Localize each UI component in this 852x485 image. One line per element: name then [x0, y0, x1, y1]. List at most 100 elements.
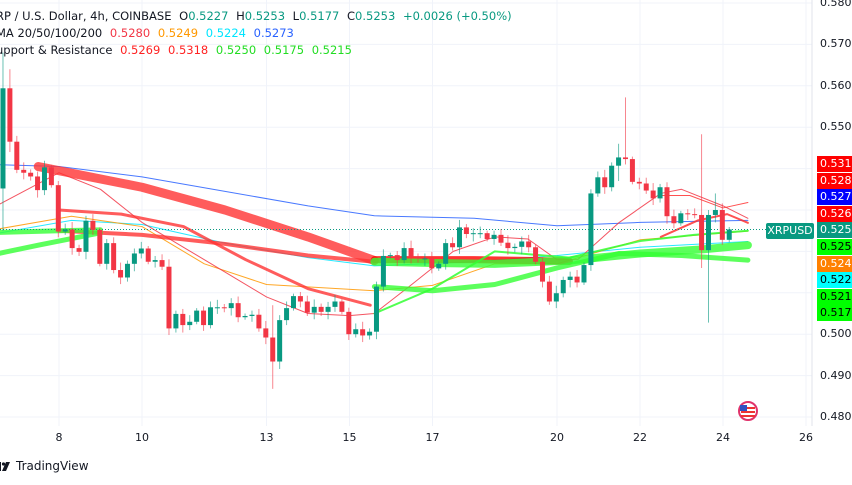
candle [588, 189, 594, 271]
candle [394, 250, 400, 266]
candle-body [643, 183, 649, 191]
candle [422, 253, 428, 266]
price-axis-tick: 0.500 [820, 327, 852, 341]
candle-body [228, 303, 234, 309]
ohlc-open: O0.5227 [179, 9, 228, 23]
candle-body [463, 227, 469, 235]
candle-body [166, 266, 172, 329]
support-1-value: 0.5250 [215, 43, 257, 57]
indicator-line [0, 230, 103, 256]
candle [443, 238, 449, 270]
indicator-line [373, 229, 749, 315]
candle [671, 209, 677, 229]
candle [346, 307, 352, 340]
candle [152, 255, 158, 268]
candle [111, 237, 117, 274]
candle [636, 177, 642, 190]
candle-body [671, 216, 677, 224]
time-axis-tick: 26 [799, 431, 813, 444]
time-axis-tick: 24 [716, 431, 730, 444]
candle-body [152, 260, 158, 262]
candle [124, 260, 130, 282]
candle [387, 252, 393, 259]
candle [256, 308, 262, 332]
candle [284, 301, 290, 326]
price-axis-tick: 0.490 [820, 368, 852, 382]
candle-body [242, 315, 248, 318]
candle [62, 223, 68, 235]
candle-body [401, 248, 407, 261]
candle [401, 242, 407, 264]
candle [519, 236, 525, 255]
candle [484, 230, 490, 242]
candle-body [124, 263, 130, 278]
candle [194, 308, 200, 325]
candle-body [394, 255, 400, 261]
candle [0, 52, 6, 231]
ohlc-close: C0.5253 [347, 9, 395, 23]
candle [277, 315, 283, 369]
ma-legend[interactable]: MA 20/50/100/200 0.5280 0.5249 0.5224 0.… [0, 26, 298, 40]
high-label: H [236, 9, 245, 23]
ma200-value: 0.5273 [253, 26, 294, 40]
candle [339, 299, 345, 315]
candle [685, 209, 691, 220]
candle [242, 313, 248, 320]
candle-body [0, 88, 6, 189]
candle-body [477, 233, 483, 235]
candle [602, 169, 608, 194]
candle-body [650, 190, 656, 199]
sr-legend[interactable]: upport & Resistance 0.5269 0.5318 0.5250… [0, 43, 356, 57]
candle [526, 234, 532, 253]
price-level-label: 0.526 [817, 205, 852, 222]
candle [145, 246, 151, 265]
candle-body [194, 310, 200, 322]
price-axis-tick: 0.580 [820, 0, 852, 9]
indicator-line [57, 228, 377, 264]
candle-body [373, 286, 379, 332]
us-flag-icon [738, 401, 758, 421]
candle [290, 293, 296, 311]
candle-body [367, 331, 373, 336]
candle-body [436, 263, 442, 269]
price-level-label: 0.521 [817, 288, 852, 305]
price-level-label: 0.528 [817, 172, 852, 189]
candle-body [387, 255, 393, 257]
candle-body [41, 167, 47, 191]
candle-body [408, 248, 414, 257]
candle-body [235, 303, 241, 318]
candle-body [470, 233, 476, 235]
high-value: 0.5253 [244, 9, 286, 23]
candle-body [90, 220, 96, 230]
candle [270, 305, 276, 389]
candle-body [48, 167, 54, 186]
candle-body [131, 253, 137, 264]
candle [498, 229, 504, 247]
candle [97, 227, 103, 267]
candle-body [353, 329, 359, 335]
indicator-line [33, 162, 379, 266]
candle [201, 306, 207, 331]
candle-body [595, 177, 601, 194]
candle [643, 177, 649, 194]
price-axis-tick: 0.480 [820, 410, 852, 423]
candle [76, 244, 82, 256]
candle-body [498, 234, 504, 243]
ma20-value: 0.5280 [109, 26, 151, 40]
candle [650, 183, 656, 206]
candle-body [14, 141, 20, 170]
candle-body [35, 176, 41, 191]
candle [657, 183, 663, 203]
time-axis-tick: 17 [425, 431, 440, 444]
candle-body [491, 234, 497, 239]
change-value: +0.0026 (+0.50%) [402, 9, 512, 23]
candle [664, 182, 670, 224]
tradingview-logo[interactable]: TradingView [0, 459, 89, 473]
indicator-line [660, 195, 749, 209]
candle-body [450, 243, 456, 248]
time-axis-tick: 15 [342, 431, 357, 444]
candle-body [214, 307, 220, 309]
candle-body [104, 243, 110, 264]
support-2-value: 0.5175 [263, 43, 305, 57]
